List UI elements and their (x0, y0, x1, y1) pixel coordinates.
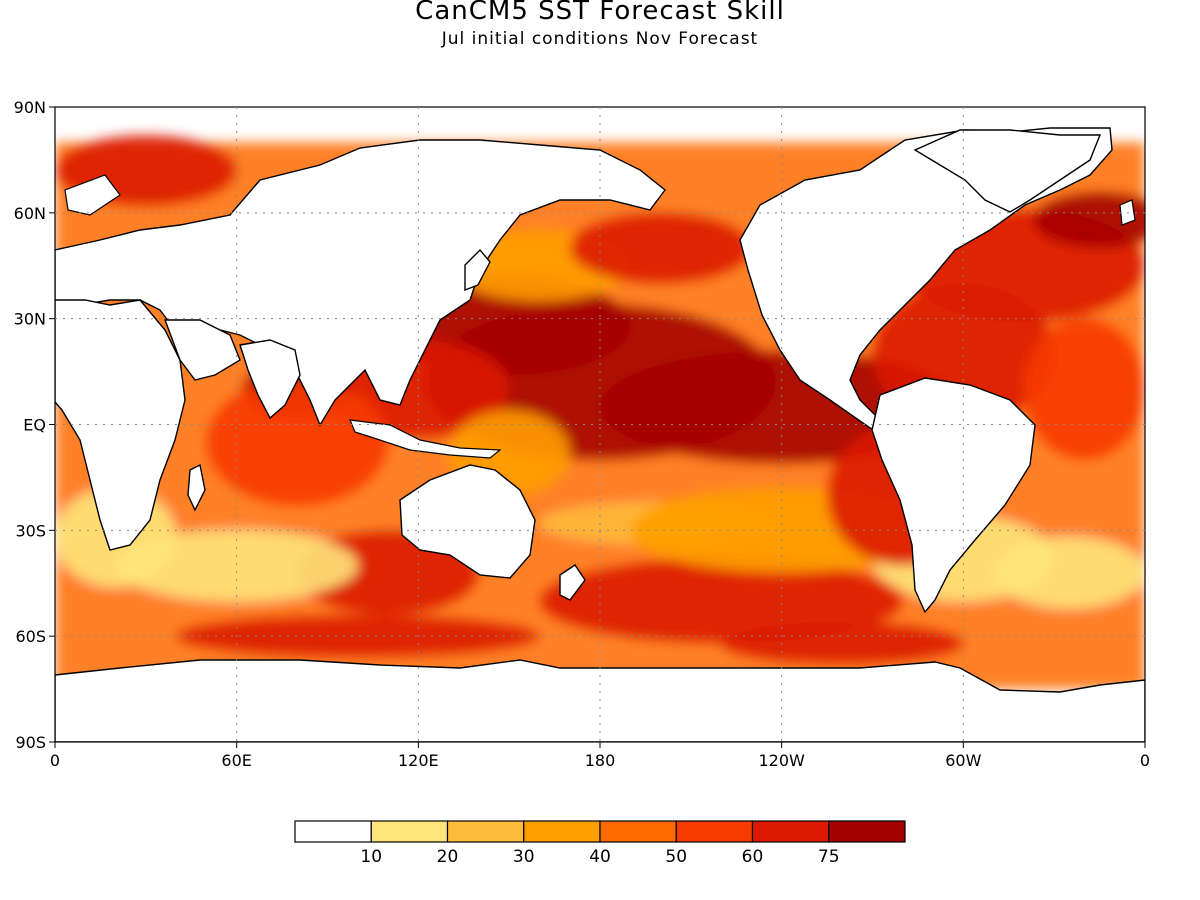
colorbar-swatch (675, 820, 754, 843)
colorbar-swatch (599, 820, 677, 843)
lon-tick-label: 0 (50, 751, 60, 770)
land-svalbard (64, 174, 121, 216)
colorbar-swatch (370, 820, 449, 843)
skill-patch (569, 212, 752, 284)
land-indonesia (349, 419, 502, 459)
lat-tick-label: 30S (15, 521, 46, 540)
lat-tick-label: 90N (14, 98, 46, 117)
colorbar: 10 20 30 40 50 60 75 (294, 820, 906, 867)
skill-patch (206, 378, 389, 506)
land-japan (464, 248, 491, 292)
colorbar-swatch (446, 820, 525, 843)
skill-patch (1032, 191, 1145, 249)
skill-patch (993, 537, 1145, 608)
colorbar-label: 75 (818, 847, 840, 867)
lon-tick-label: 180 (585, 751, 616, 770)
skill-patch (539, 558, 903, 644)
lat-tick-label: 90S (15, 733, 46, 752)
colorbar-swatch (294, 820, 372, 843)
land-arabia (163, 319, 241, 381)
colorbar-swatch (523, 820, 601, 843)
colorbar-label: 50 (665, 847, 687, 867)
graticule (55, 107, 1145, 742)
lon-tick-label: 0 (1140, 751, 1150, 770)
plot-title: CanCM5 SST Forecast Skill (415, 0, 785, 26)
colorbar-swatch (751, 820, 830, 843)
lat-tick-label: 60N (14, 204, 46, 223)
lon-tick-label: 60E (221, 751, 251, 770)
lon-tick-label: 120W (758, 751, 805, 770)
land-greenland (913, 129, 1102, 213)
skill-patch (176, 615, 540, 658)
land-south-america (871, 377, 1036, 614)
skill-patch (115, 530, 358, 601)
land-india (239, 339, 301, 420)
colorbar-label: 30 (513, 847, 535, 867)
colorbar-label: 60 (742, 847, 764, 867)
lat-tick-label: 60S (15, 627, 46, 646)
skill-patch (1023, 318, 1145, 460)
colorbar-swatch (828, 820, 906, 843)
lon-tick-label: 120E (398, 751, 439, 770)
lat-tick-label: EQ (23, 416, 46, 435)
lon-tick-label: 60W (945, 751, 981, 770)
lat-tick-label: 30N (14, 310, 46, 329)
plot-subtitle: Jul initial conditions Nov Forecast (441, 29, 759, 49)
land-madagascar (187, 463, 206, 512)
colorbar-label: 20 (437, 847, 459, 867)
land-new-zealand (559, 564, 586, 601)
land-australia (399, 464, 536, 579)
skill-patch (721, 622, 964, 665)
colorbar-label: 40 (589, 847, 611, 867)
colorbar-label: 10 (360, 847, 382, 867)
